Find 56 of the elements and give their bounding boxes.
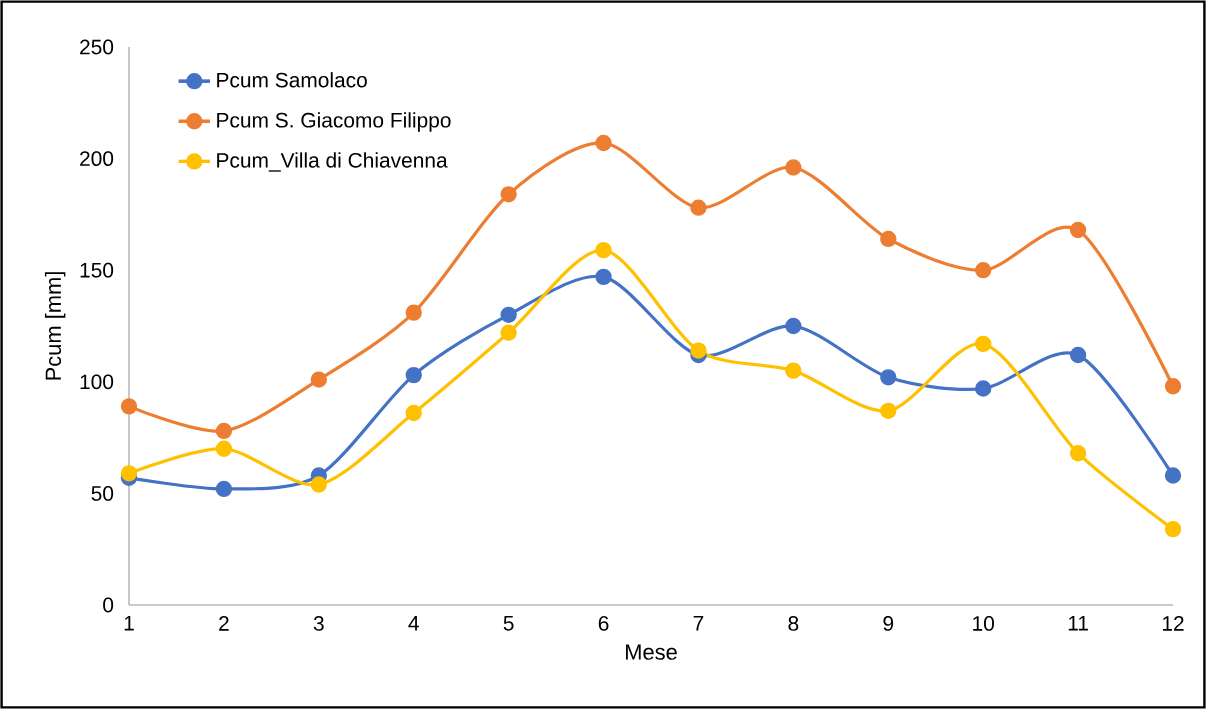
point [595,268,612,286]
point [880,369,897,386]
point [310,371,327,388]
point [310,476,327,493]
point [405,304,422,321]
y-tick-label: 0 [103,597,114,613]
point [500,324,517,341]
point [690,342,707,359]
point [1069,346,1087,364]
legend-label: Pcum S. Giacomo Filippo [217,112,451,132]
x-tick-label: 4 [408,616,419,631]
y-tick-label: 100 [80,374,114,390]
point [500,306,517,324]
point [120,398,138,415]
point [785,159,802,176]
point [215,480,233,498]
point [880,230,897,248]
point [690,199,707,216]
point [405,366,422,384]
x-tick-label: 5 [503,616,514,631]
point [1164,467,1182,484]
y-tick-label: 150 [80,262,114,278]
point [1069,221,1087,239]
legend-label: Pcum_Villa di Chiavenna [217,152,448,172]
x-tick-label: 1 [124,616,134,631]
point [120,465,138,482]
point [785,317,802,335]
point [785,362,802,379]
point [880,402,897,419]
point [1164,520,1182,538]
point [1164,378,1182,395]
y-tick-label: 250 [80,39,114,55]
x-tick-label: 8 [788,616,799,631]
y-tick-label: 200 [80,151,114,167]
point [595,134,612,152]
x-tick-label: 10 [973,616,994,631]
point [215,422,233,440]
x-tick-label: 12 [1162,616,1184,631]
point [215,440,233,457]
legend-label: Pcum Samolaco [217,72,367,88]
y-tick-label: 50 [91,486,114,501]
y-axis-title: Pcum [mm] [44,272,66,380]
point [595,241,612,259]
point [975,262,992,279]
x-tick-label: 11 [1068,616,1088,631]
point [1069,445,1087,462]
x-tick-label: 6 [598,616,609,631]
x-tick-label: 2 [219,616,229,631]
point [500,186,517,203]
point [975,335,992,353]
x-tick-label: 7 [693,616,704,631]
x-tick-label: 9 [883,616,894,631]
point [975,380,992,397]
x-tick-label: 3 [313,616,324,631]
x-axis-title: Mese [626,644,677,660]
point [405,404,422,422]
